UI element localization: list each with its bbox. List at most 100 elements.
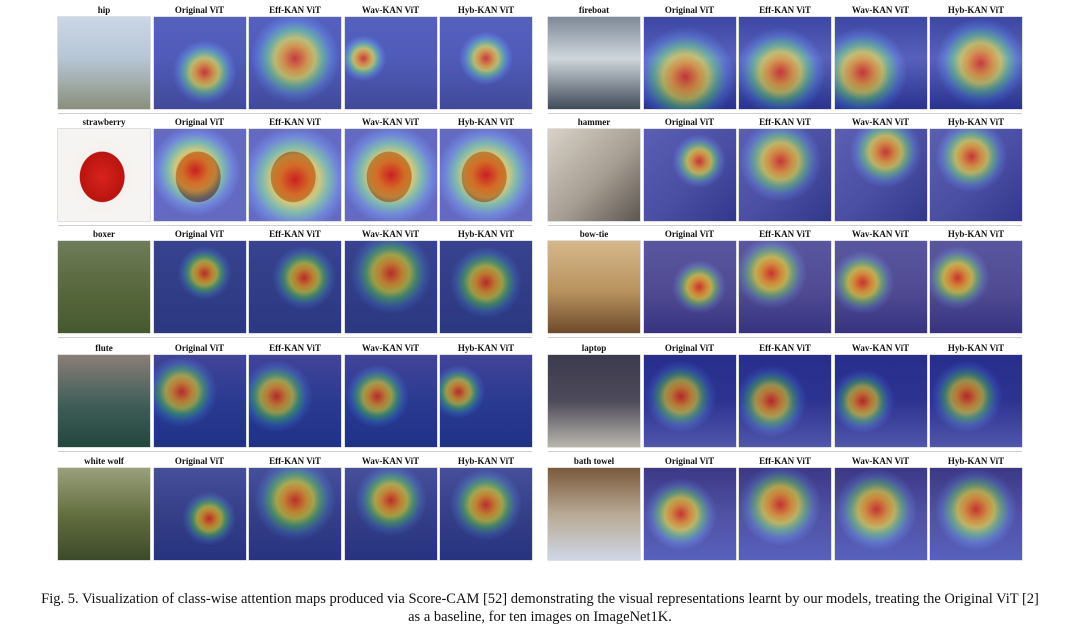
panel-1-row-5-cam-1-label: Original ViT [174,456,225,466]
panel-2-row-2-cam-4-label: Hyb-KAN ViT [947,117,1005,127]
panel-2-row-1-cam-3-cell: Wav-KAN ViT [834,5,927,109]
panel-2-row-2-cam-2-label: Eff-KAN ViT [759,117,811,127]
panel-1-row-3-cam-3-image [344,241,437,333]
panel-1-row-1-input-cell: hip [58,5,150,109]
panel-1-row-4-cam-4-label: Hyb-KAN ViT [457,343,515,353]
panel-2-row-5-cam-1-image [643,468,736,560]
panel-2-row-1-cam-4-cell: Hyb-KAN ViT [930,5,1022,109]
panel-2-row-5-cam-1-cell: Original ViT [643,456,736,560]
row-separator [548,337,1022,338]
figure-caption: Fig. 5. Visualization of class-wise atte… [41,591,1039,625]
panel-2-row-4-cam-2-cell: Eff-KAN ViT [739,343,831,447]
panel-1-row-1-cam-1-cell: Original ViT [153,5,246,109]
row-separator [58,113,532,114]
panel-2-row-3-input-cell: bow-tie [548,229,640,333]
panel-1-row-5-input-label: white wolf [84,456,124,466]
panel-1-row-2-input-label: strawberry [82,117,126,127]
panel-2-row-5-cam-3-image [834,468,927,560]
panel-1-row-5-cam-3-label: Wav-KAN ViT [361,456,420,466]
panel-2-row-1-cam-1-image [643,17,736,109]
panel-1-row-4-cam-1-cell: Original ViT [153,343,246,447]
panel-2-row-1-cam-2-label: Eff-KAN ViT [759,5,811,15]
panel-2-row-3-cam-4-label: Hyb-KAN ViT [947,229,1005,239]
panel-1-row-5-cam-4-cell: Hyb-KAN ViT [440,456,532,560]
panel-1-row-4-cam-2-image [249,355,341,447]
panel-2-row-3-cam-1-cell: Original ViT [643,229,736,333]
panel-1-row-5-cam-4-image [440,468,532,560]
panel-2-row-4-cam-1-cell: Original ViT [643,343,736,447]
panel-1-row-2-cam-3-label: Wav-KAN ViT [361,117,420,127]
panel-1-row-4-input-label: flute [95,343,113,353]
panel-2-row-3-input-label: bow-tie [579,229,609,239]
panel-2-row-2-cam-3-cell: Wav-KAN ViT [834,117,927,221]
panel-2-row-5-cam-3-label: Wav-KAN ViT [851,456,910,466]
panel-1-row-1-cam-3-cell: Wav-KAN ViT [344,5,437,109]
row-separator [548,451,1022,452]
panel-1-row-2-cam-1-label: Original ViT [174,117,225,127]
panel-2-row-3-cam-2-label: Eff-KAN ViT [759,229,811,239]
panel-2-row-1-cam-3-image [834,17,927,109]
panel-1-row-2-cam-2-image [249,129,341,221]
panel-2-row-3-input-image [548,241,640,333]
panel-1-row-3-cam-1-label: Original ViT [174,229,225,239]
panel-2-row-4-cam-3-cell: Wav-KAN ViT [834,343,927,447]
panel-1-row-2-cam-4-label: Hyb-KAN ViT [457,117,515,127]
panel-1-row-1-cam-1-label: Original ViT [174,5,225,15]
panel-2-row-2-input-label: hammer [577,117,611,127]
panel-2-row-2-cam-3-image [834,129,927,221]
panel-2-row-5-cam-4-cell: Hyb-KAN ViT [930,456,1022,560]
figure: hip Original ViT Eff-KAN ViT Wav-KAN ViT Hyb… [58,5,1022,560]
panel-2-row-1-cam-1-label: Original ViT [664,5,715,15]
panel-2-row-4-cam-4-image [930,355,1022,447]
panel-1-row-5-cam-2-cell: Eff-KAN ViT [249,456,341,560]
panel-1-row-4-cam-2-cell: Eff-KAN ViT [249,343,341,447]
panel-2-row-2-cam-1-cell: Original ViT [643,117,736,221]
panel-1-row-4-input-cell: flute [58,343,150,447]
panel-2-row-1-cam-2-cell: Eff-KAN ViT [739,5,831,109]
panel-2-row-3-cam-2-image [739,241,831,333]
panel-1-row-1-cam-4-label: Hyb-KAN ViT [457,5,515,15]
panel-2-row-2-cam-1-image [643,129,736,221]
row-separator [58,337,532,338]
row-separator [58,225,532,226]
panel-1-row-3-cam-2-label: Eff-KAN ViT [269,229,321,239]
panel-2-row-2-cam-4-cell: Hyb-KAN ViT [930,117,1022,221]
panel-2-row-4-cam-2-image [739,355,831,447]
panel-1-row-2-cam-4-cell: Hyb-KAN ViT [440,117,532,221]
panel-1-row-1-input-label: hip [97,5,111,15]
panel-2-row-5-cam-4-image [930,468,1022,560]
panel-2-row-5-input-label: bath towel [573,456,615,466]
panel-1-row-4-cam-3-cell: Wav-KAN ViT [344,343,437,447]
panel-2-row-2-input-cell: hammer [548,117,640,221]
panel-2-row-2-cam-3-label: Wav-KAN ViT [851,117,910,127]
panel-2-row-3-cam-3-image [834,241,927,333]
panel-2-row-4-input-image [548,355,640,447]
panel-2-row-4-cam-3-image [834,355,927,447]
panel-1-row-1-cam-2-label: Eff-KAN ViT [269,5,321,15]
panel-2-row-5-cam-2-image [739,468,831,560]
panel-2-row-1-input-label: fireboat [578,5,610,15]
panel-1-row-5-cam-3-cell: Wav-KAN ViT [344,456,437,560]
panel-1-row-5-cam-1-cell: Original ViT [153,456,246,560]
panel-2-row-1-cam-4-label: Hyb-KAN ViT [947,5,1005,15]
panel-1-row-3-cam-4-cell: Hyb-KAN ViT [440,229,532,333]
panel-2-row-3-cam-2-cell: Eff-KAN ViT [739,229,831,333]
row-separator [58,451,532,452]
panel-2-row-4-cam-4-label: Hyb-KAN ViT [947,343,1005,353]
panel-1-row-3-cam-1-image [153,241,246,333]
panel-1-row-2-cam-1-cell: Original ViT [153,117,246,221]
panel-1-row-5-cam-1-image [153,468,246,560]
panel-2-row-3-cam-3-cell: Wav-KAN ViT [834,229,927,333]
panel-1-row-2-cam-3-image [344,129,437,221]
panel-1-row-5-input-cell: white wolf [58,456,150,560]
panel-1-row-3-input-label: boxer [93,229,115,239]
panel-1-row-4-cam-3-image [344,355,437,447]
panel-1-row-4-cam-3-label: Wav-KAN ViT [361,343,420,353]
panel-2-row-1-cam-1-cell: Original ViT [643,5,736,109]
panel-2-row-4-input-label: laptop [581,343,607,353]
panel-2-row-1-input-cell: fireboat [548,5,640,109]
panel-1-row-5-cam-2-image [249,468,341,560]
panel-1-row-2-input-image [58,129,150,221]
panel-2-row-5-input-image [548,468,640,560]
panel-2-row-5-cam-4-label: Hyb-KAN ViT [947,456,1005,466]
